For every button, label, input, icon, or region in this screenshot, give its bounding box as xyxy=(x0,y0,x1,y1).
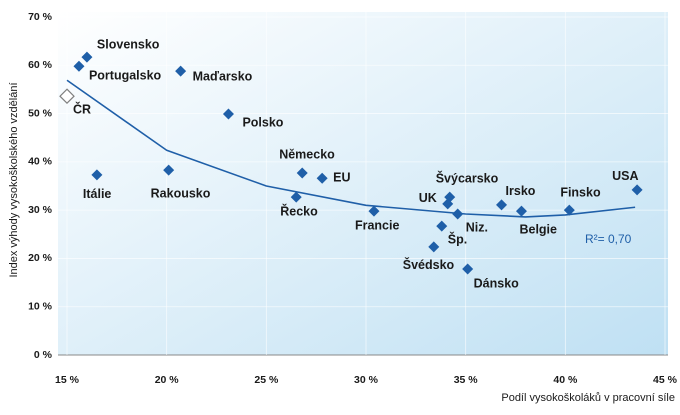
point-label: Portugalsko xyxy=(89,69,162,83)
point-label: Dánsko xyxy=(474,276,520,290)
annotation: R²= 0,70 xyxy=(585,232,632,246)
point xyxy=(563,204,575,216)
trendline xyxy=(66,79,636,218)
x-tick-label: 15 % xyxy=(55,374,80,386)
point xyxy=(428,241,440,253)
point-label: Švýcarsko xyxy=(436,170,499,185)
point xyxy=(515,205,527,217)
y-tick-label: 40 % xyxy=(28,156,53,168)
x-tick-label: 25 % xyxy=(254,374,279,386)
point-label: Irsko xyxy=(506,184,536,198)
point xyxy=(81,51,93,63)
point xyxy=(222,108,234,120)
y-tick-label: 60 % xyxy=(28,59,53,71)
x-tick-label: 20 % xyxy=(155,374,180,386)
point-label: USA xyxy=(612,169,638,183)
point-label: EU xyxy=(333,171,350,185)
x-tick-label: 40 % xyxy=(553,374,578,386)
point-label: Polsko xyxy=(242,115,283,129)
x-axis-label: Podíl vysokoškoláků v pracovní síle xyxy=(501,392,675,404)
point xyxy=(59,88,75,105)
point xyxy=(316,172,328,184)
point xyxy=(462,263,474,275)
point xyxy=(368,205,380,217)
point-label: Francie xyxy=(355,218,400,232)
point-label: Šp. xyxy=(448,231,467,246)
point-label: Švédsko xyxy=(403,257,455,272)
point-label: Belgie xyxy=(519,222,557,236)
x-tick-label: 45 % xyxy=(653,374,678,386)
point-label: Německo xyxy=(279,147,335,161)
point xyxy=(442,198,454,210)
point xyxy=(496,199,508,211)
y-tick-label: 30 % xyxy=(28,204,53,216)
y-tick-label: 70 % xyxy=(28,11,53,23)
point xyxy=(175,65,187,77)
point xyxy=(631,184,643,196)
point xyxy=(296,167,308,179)
y-tick-label: 20 % xyxy=(28,252,53,264)
point-label: Itálie xyxy=(83,187,112,201)
point xyxy=(436,220,448,232)
point-label: Maďarsko xyxy=(193,69,253,83)
point-label: Řecko xyxy=(280,203,318,218)
plot-area xyxy=(58,12,668,355)
y-axis-label: Index výhody vysokoškolského vzdělání xyxy=(8,82,20,277)
point-label: Rakousko xyxy=(151,186,211,200)
point-label: Slovensko xyxy=(97,37,160,51)
y-tick-label: 50 % xyxy=(28,107,53,119)
point xyxy=(73,60,85,72)
y-tick-label: 10 % xyxy=(28,300,53,312)
point xyxy=(452,208,464,220)
point xyxy=(290,191,302,203)
point-label: Finsko xyxy=(560,185,601,199)
x-tick-label: 30 % xyxy=(354,374,379,386)
y-tick-label: 0 % xyxy=(34,349,53,361)
x-tick-label: 35 % xyxy=(454,374,479,386)
point-label: ČR xyxy=(73,101,91,116)
point xyxy=(91,169,103,181)
point-label: UK xyxy=(419,191,437,205)
point-label: Niz. xyxy=(466,220,488,234)
point xyxy=(163,164,175,176)
